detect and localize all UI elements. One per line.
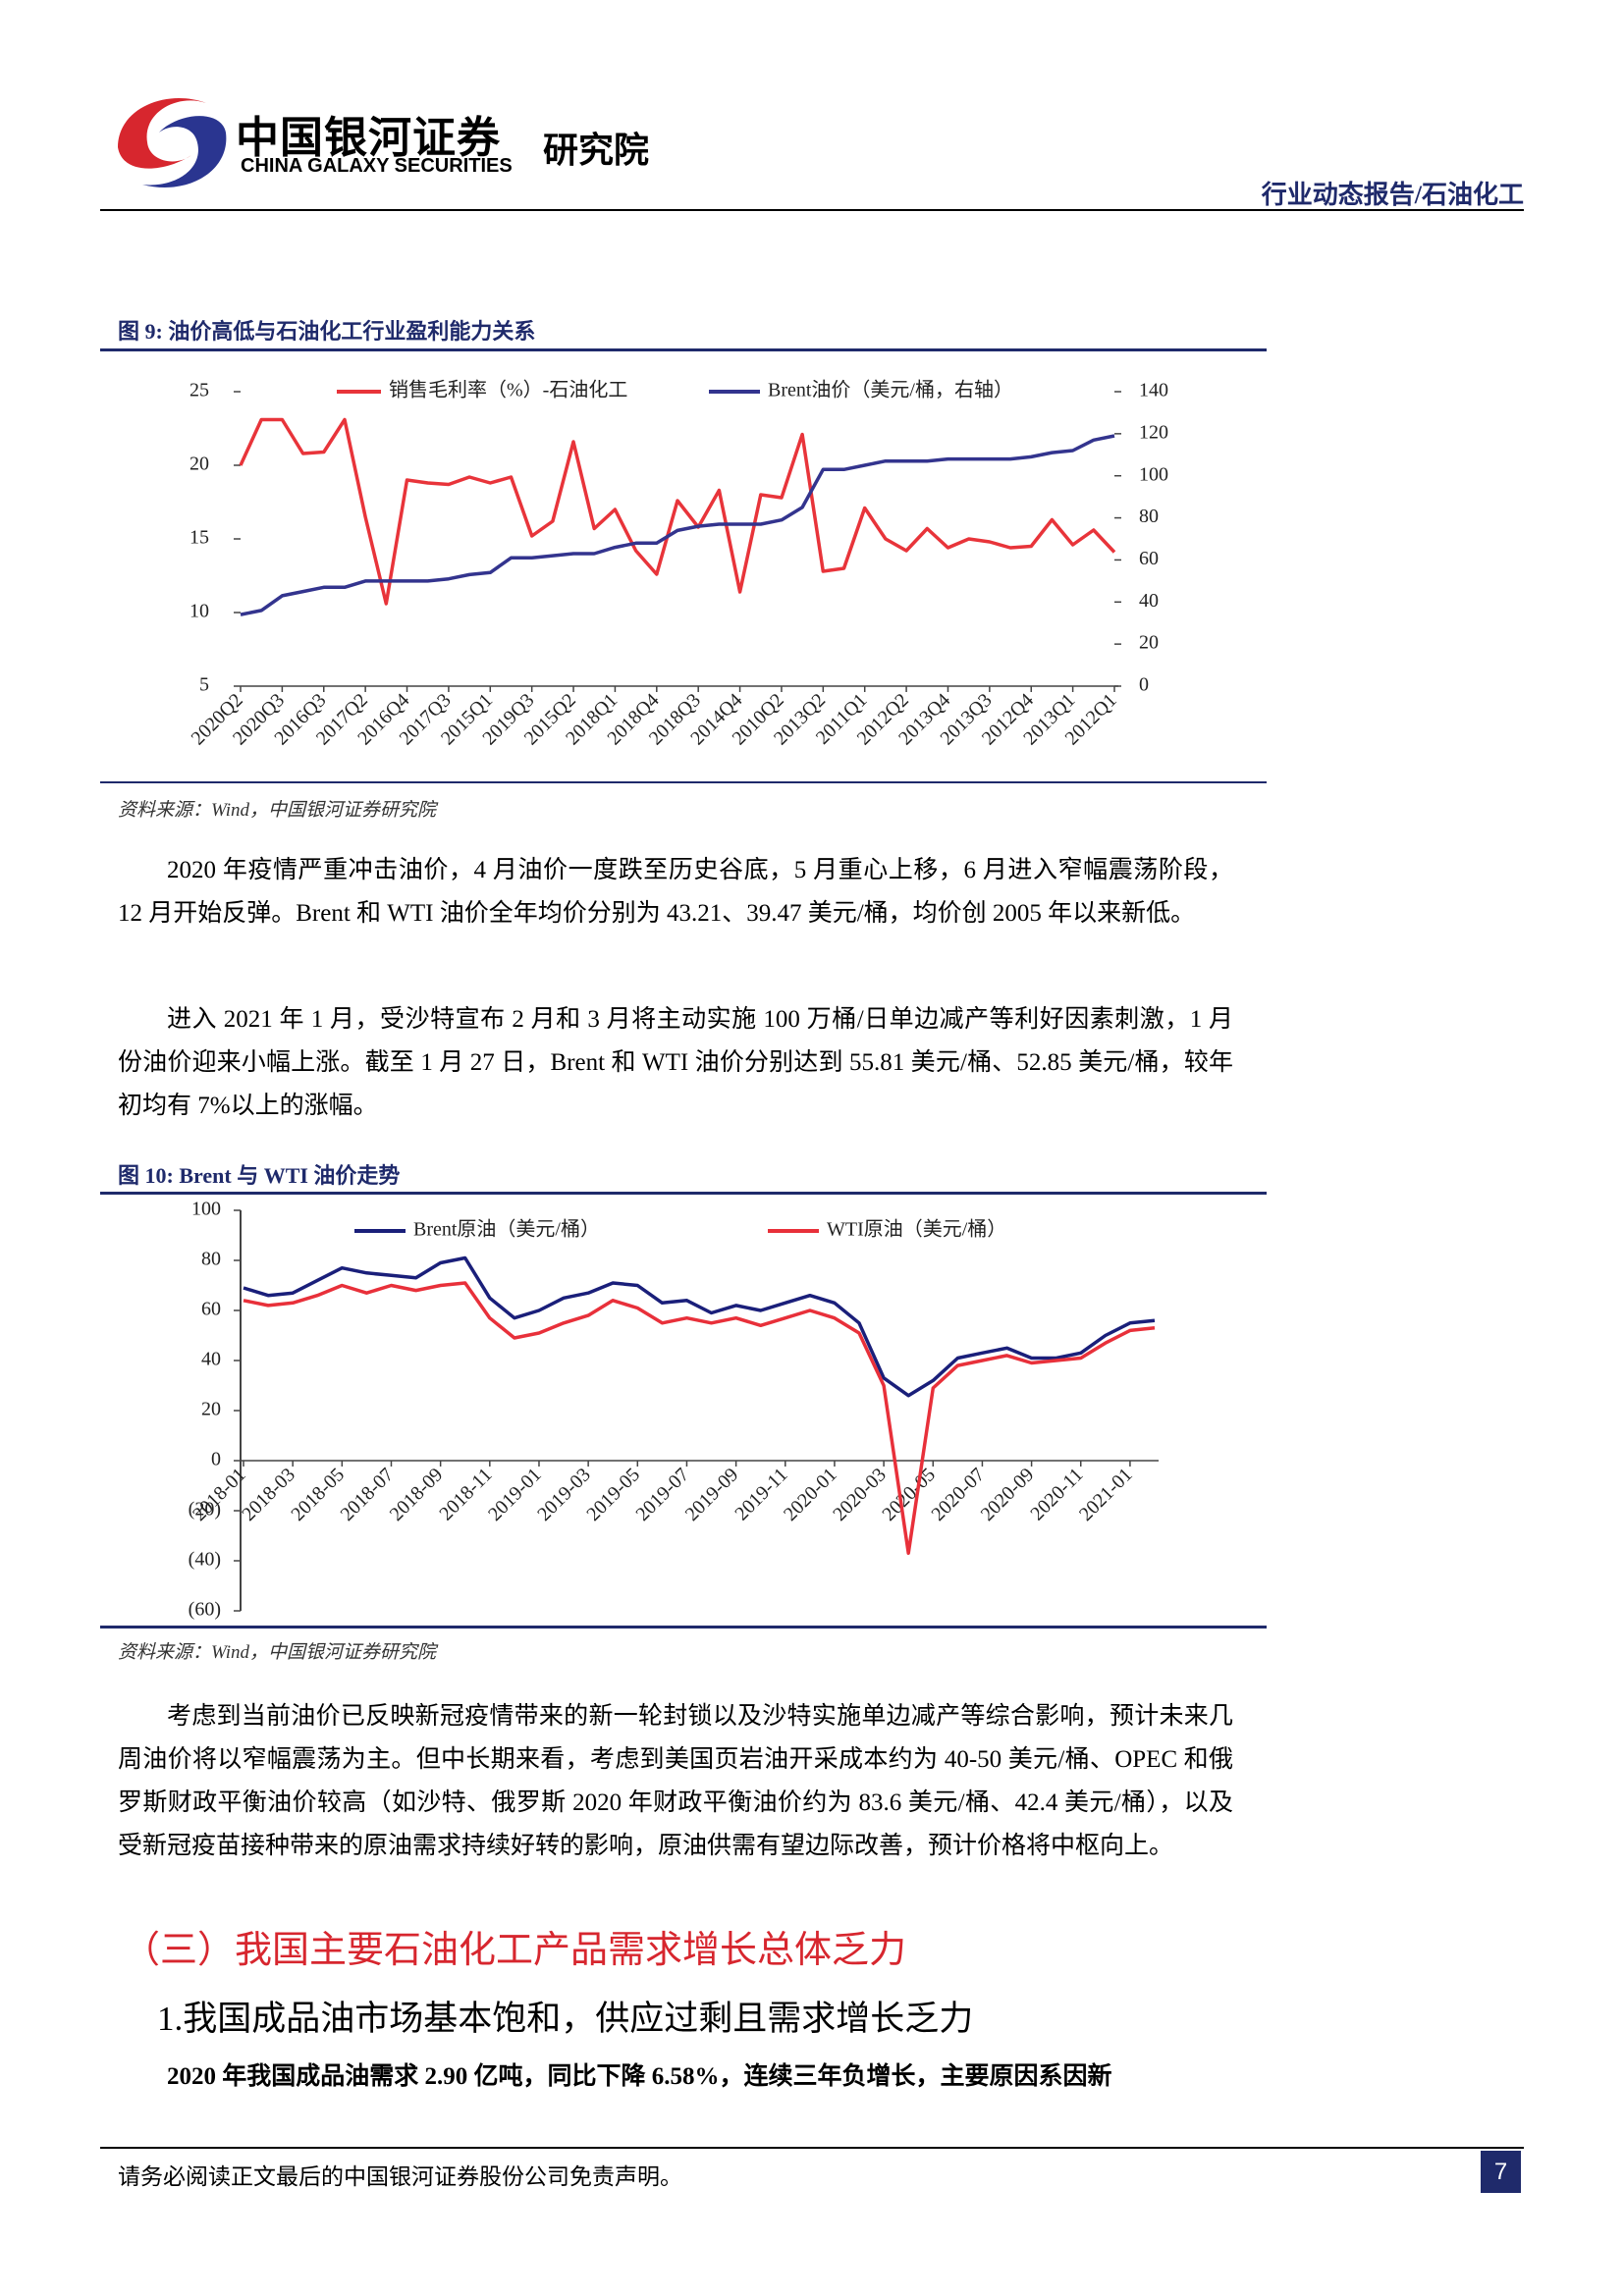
y-tick-label: (60): [189, 1599, 221, 1621]
figure-source: 资料来源：Wind，中国银河证券研究院: [118, 1642, 437, 1663]
x-tick-label: 2018-07: [337, 1464, 399, 1525]
y-tick-label: 80: [201, 1249, 221, 1270]
paragraph: 进入 2021 年 1 月，受沙特宣布 2 月和 3 月将主动实施 100 万桶…: [118, 1006, 1233, 1119]
y2-tick-label: 100: [1139, 463, 1168, 485]
x-tick-label: 2019-05: [582, 1464, 644, 1525]
x-tick-label: 2018-03: [238, 1464, 299, 1525]
y-tick-label: 20: [201, 1399, 221, 1420]
figure-rule: [100, 1626, 1267, 1629]
x-tick-label: 2019-01: [484, 1464, 546, 1525]
y-tick-label: 20: [189, 454, 209, 475]
figure-rule: [100, 1192, 1267, 1195]
figure-rule: [100, 348, 1267, 351]
y2-tick-label: 120: [1139, 421, 1168, 443]
logo-swoosh-red: [118, 98, 206, 169]
bold-paragraph: 2020 年我国成品油需求 2.90 亿吨，同比下降 6.58%，连续三年负增长…: [167, 2063, 1112, 2090]
figure-title: 图 10: Brent 与 WTI 油价走势: [118, 1163, 401, 1188]
y-tick-label: 40: [201, 1349, 221, 1370]
figure-rule: [100, 781, 1267, 783]
institute: 研究院: [543, 131, 650, 171]
x-tick-label: 2019-09: [681, 1464, 743, 1525]
y2-tick-label: 40: [1139, 590, 1159, 612]
x-tick-label: 2018-05: [287, 1464, 349, 1525]
y-tick-label: 15: [189, 527, 209, 549]
series-line: [239, 417, 1116, 606]
subsection-heading: 1.我国成品油市场基本饱和，供应过剩且需求增长乏力: [157, 2000, 974, 2038]
y2-tick-label: 60: [1139, 548, 1159, 569]
header-rule: [100, 209, 1524, 211]
x-tick-label: 2020-03: [829, 1464, 891, 1525]
y2-tick-label: 80: [1139, 506, 1159, 527]
paragraph: 考虑到当前油价已反映新冠疫情带来的新一轮封锁以及沙特实施单边减产等综合影响，预计…: [118, 1703, 1233, 1859]
y-tick-label: 10: [189, 601, 209, 622]
logo-mark: [118, 98, 227, 188]
y-tick-label: 100: [191, 1199, 221, 1220]
x-tick-label: 2019-07: [632, 1464, 694, 1525]
series-line: [243, 1281, 1156, 1556]
y-tick-label: (40): [189, 1549, 221, 1571]
y2-tick-label: 140: [1139, 380, 1168, 401]
x-tick-label: 2018-11: [435, 1464, 496, 1524]
y-tick-label: 5: [199, 674, 209, 696]
x-tick-label: 2019-03: [533, 1464, 595, 1525]
y2-tick-label: 20: [1139, 632, 1159, 654]
report-type: 行业动态报告/石油化工: [1261, 181, 1524, 209]
x-tick-label: 2018-09: [386, 1464, 448, 1525]
y-tick-label: 25: [189, 380, 209, 401]
series-line: [240, 434, 1115, 616]
legend-label: 销售毛利率（%）-石油化工: [389, 379, 627, 401]
legend-label: Brent油价（美元/桶，右轴）: [768, 379, 1013, 401]
legend-label: WTI原油（美元/桶）: [827, 1218, 1006, 1241]
legend-label: Brent原油（美元/桶）: [413, 1218, 600, 1241]
y-tick-label: (20): [189, 1499, 221, 1521]
logo-swoosh-blue: [142, 116, 227, 188]
x-tick-label: 2020-09: [977, 1464, 1039, 1525]
x-tick-label: 2020-11: [1026, 1464, 1087, 1524]
logo-en: CHINA GALAXY SECURITIES: [241, 155, 513, 177]
page-number: 7: [1481, 2151, 1521, 2193]
x-tick-label: 2020-01: [780, 1464, 841, 1525]
x-tick-label: 2019-11: [731, 1464, 791, 1524]
x-tick-label: 2020-05: [878, 1464, 940, 1525]
series-line: [243, 1255, 1156, 1398]
footer-rule: [100, 2147, 1524, 2149]
logo-cn: 中国银河证券: [236, 113, 501, 163]
x-tick-label: 2020-07: [928, 1464, 990, 1525]
y-tick-label: 60: [201, 1299, 221, 1320]
section-heading: （三）我国主要石油化工产品需求增长总体乏力: [123, 1930, 907, 1971]
figure-source: 资料来源：Wind，中国银河证券研究院: [118, 800, 437, 821]
disclaimer: 请务必阅读正文最后的中国银河证券股份公司免责声明。: [118, 2164, 682, 2189]
paragraph: 2020 年疫情严重冲击油价，4 月油价一度跌至历史谷底，5 月重心上移，6 月…: [118, 857, 1233, 927]
y2-tick-label: 0: [1139, 674, 1149, 696]
figure-title: 图 9: 油价高低与石油化工行业盈利能力关系: [118, 319, 536, 344]
x-tick-label: 2021-01: [1075, 1464, 1137, 1525]
y-tick-label: 0: [211, 1449, 221, 1470]
